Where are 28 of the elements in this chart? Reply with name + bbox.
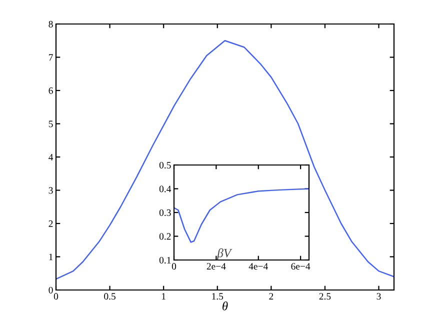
x-tick-label: 6e−4 bbox=[291, 263, 310, 270]
x-tick-label: 1.5 bbox=[212, 293, 224, 300]
y-tick-label: 1 bbox=[49, 254, 53, 260]
y-tick-label: 7 bbox=[49, 54, 53, 61]
annotation: βV bbox=[217, 248, 232, 260]
x-tick-label: 0 bbox=[54, 293, 58, 300]
x-tick-label: 4e−4 bbox=[248, 263, 268, 270]
line-series bbox=[56, 40, 394, 280]
y-tick-label: 0.4 bbox=[159, 186, 172, 192]
x-tick-label: 0.5 bbox=[104, 293, 116, 300]
y-tick-label: 0 bbox=[48, 286, 53, 294]
line-series bbox=[174, 188, 309, 243]
x-tick-label: 3 bbox=[376, 293, 381, 300]
y-tick-label: 0.1 bbox=[159, 256, 171, 264]
y-tick-label: 0.5 bbox=[159, 162, 171, 169]
y-tick-label: 3 bbox=[48, 187, 53, 194]
y-tick-label: 5 bbox=[48, 120, 53, 128]
y-tick-label: 8 bbox=[48, 20, 53, 28]
x-tick-label: 2e−4 bbox=[206, 263, 226, 270]
x-tick-label: 0 bbox=[172, 263, 176, 270]
x-axis-title: θ bbox=[222, 302, 228, 310]
x-tick-label: 2 bbox=[269, 293, 274, 300]
y-tick-label: 6 bbox=[48, 87, 53, 94]
y-tick-label: 4 bbox=[48, 154, 54, 160]
y-tick-label: 2 bbox=[48, 220, 53, 227]
y-tick-label: 0.3 bbox=[159, 209, 171, 216]
x-tick-label: 2.5 bbox=[319, 293, 331, 300]
y-tick-label: 0.2 bbox=[159, 233, 171, 240]
